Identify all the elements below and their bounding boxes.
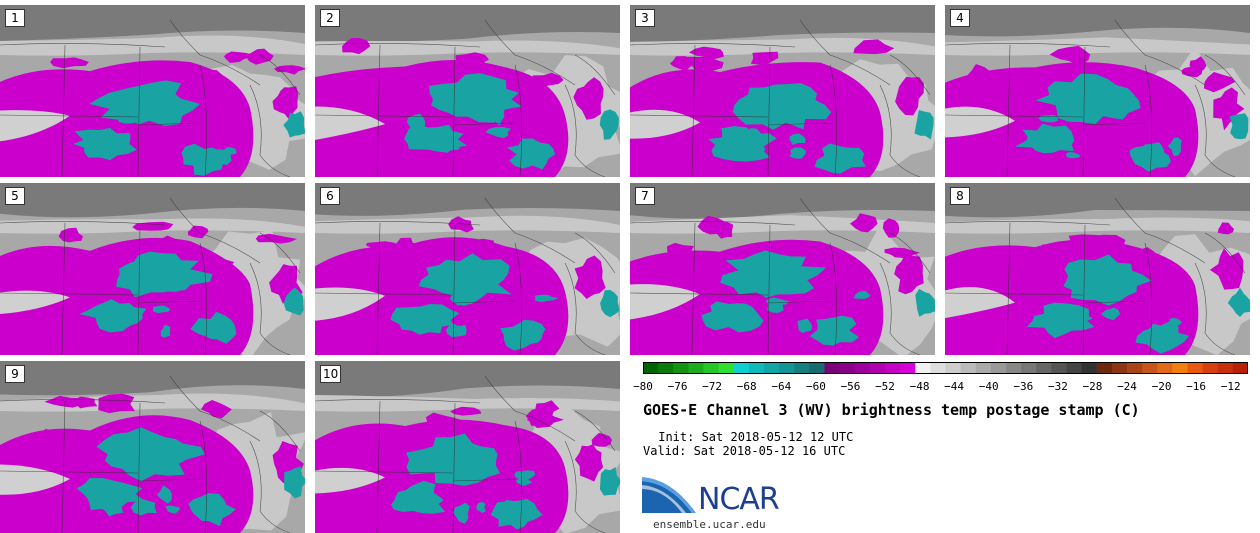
colorbar-bin <box>1157 362 1173 374</box>
colorbar-bin <box>854 362 871 374</box>
colorbar-bin <box>1021 362 1037 374</box>
colorbar-bin <box>643 362 659 374</box>
satellite-map <box>945 183 1250 355</box>
panel-number: 5 <box>5 187 25 205</box>
colorbar-bin <box>900 362 916 374</box>
colorbar-bin <box>824 362 841 374</box>
colorbar-tick-label: −76 <box>668 380 688 393</box>
colorbar-bin <box>688 362 705 374</box>
colorbar-bin <box>764 362 780 374</box>
colorbar-bin <box>794 362 810 374</box>
panel-number: 3 <box>635 9 655 27</box>
panel-7: 7 <box>630 183 935 355</box>
colorbar-bin <box>1172 362 1189 374</box>
site-url: ensemble.ucar.edu <box>653 518 766 531</box>
colorbar-tick-label: −72 <box>702 380 722 393</box>
colorbar-bin <box>718 362 735 374</box>
colorbar-ticks: −80 −76 −72 −68 −64 −60 −56 −52 −48 −44 −40 −36 −32 −… <box>633 380 1241 393</box>
satellite-map <box>0 183 305 355</box>
colorbar-tick-label: −44 <box>944 380 964 393</box>
logo-text: NCAR <box>698 482 780 517</box>
colorbar-bin <box>1232 362 1248 374</box>
colorbar-bin <box>1187 362 1204 374</box>
panel-8: 8 <box>945 183 1250 355</box>
colorbar-bin <box>1036 362 1052 374</box>
satellite-map <box>315 361 620 533</box>
figure-title: GOES-E Channel 3 (WV) brightness temp po… <box>643 401 1140 419</box>
colorbar-tick-label: −64 <box>771 380 791 393</box>
colorbar-bin <box>1217 362 1234 374</box>
colorbar-bin <box>1202 362 1219 374</box>
panel-10: 10 <box>315 361 620 533</box>
colorbar-tick-label: −80 <box>633 380 653 393</box>
colorbar-tick-label: −32 <box>1048 380 1068 393</box>
satellite-map <box>0 361 305 533</box>
panel-1: 1 <box>0 5 305 177</box>
colorbar-tick-label: −24 <box>1117 380 1137 393</box>
colorbar-tick-label: −68 <box>737 380 757 393</box>
panel-4: 4 <box>945 5 1250 177</box>
colorbar-bin <box>809 362 826 374</box>
colorbar-bin <box>748 362 765 374</box>
colorbar-tick-label: −40 <box>979 380 999 393</box>
panel-number: 9 <box>5 365 25 383</box>
panel-3: 3 <box>630 5 935 177</box>
colorbar-tick-label: −20 <box>1152 380 1172 393</box>
colorbar-tick-label: −52 <box>875 380 895 393</box>
colorbar <box>643 362 1248 374</box>
satellite-map <box>315 5 620 177</box>
colorbar-tick-label: −36 <box>1013 380 1033 393</box>
panel-number: 10 <box>320 365 342 383</box>
colorbar-bin <box>960 362 977 374</box>
colorbar-bin <box>1051 362 1068 374</box>
init-time: Init: Sat 2018-05-12 12 UTC <box>651 430 854 444</box>
colorbar-bin <box>885 362 901 374</box>
colorbar-tick-label: −56 <box>840 380 860 393</box>
colorbar-bin <box>733 362 750 374</box>
colorbar-bin <box>990 362 1007 374</box>
colorbar-bin <box>658 362 674 374</box>
satellite-map <box>315 183 620 355</box>
colorbar-tick-label: −12 <box>1221 380 1241 393</box>
panel-6: 6 <box>315 183 620 355</box>
colorbar-tick-label: −28 <box>1082 380 1102 393</box>
colorbar-bin <box>1142 362 1158 374</box>
satellite-map <box>0 5 305 177</box>
panel-number: 2 <box>320 9 340 27</box>
colorbar-tick-label: −48 <box>910 380 930 393</box>
colorbar-bin <box>869 362 886 374</box>
colorbar-tick-label: −60 <box>806 380 826 393</box>
colorbar-bin <box>1127 362 1143 374</box>
panel-5: 5 <box>0 183 305 355</box>
colorbar-bin <box>1066 362 1083 374</box>
colorbar-bin <box>975 362 992 374</box>
colorbar-bin <box>1006 362 1022 374</box>
colorbar-bin <box>703 362 720 374</box>
panel-number: 7 <box>635 187 655 205</box>
colorbar-bin <box>1096 362 1113 374</box>
satellite-map <box>630 5 935 177</box>
ncar-logo-icon <box>642 477 696 513</box>
valid-time: Valid: Sat 2018-05-12 16 UTC <box>643 444 846 458</box>
colorbar-bin <box>945 362 962 374</box>
colorbar-bin <box>779 362 795 374</box>
colorbar-bin <box>930 362 947 374</box>
satellite-map <box>945 5 1250 177</box>
panel-number: 1 <box>5 9 25 27</box>
colorbar-bin <box>673 362 689 374</box>
panel-9: 9 <box>0 361 305 533</box>
colorbar-tick-label: −16 <box>1186 380 1206 393</box>
colorbar-bin <box>1081 362 1098 374</box>
panel-2: 2 <box>315 5 620 177</box>
satellite-map <box>630 183 935 355</box>
colorbar-bin <box>1111 362 1128 374</box>
panel-number: 4 <box>950 9 970 27</box>
panel-number: 8 <box>950 187 970 205</box>
colorbar-bin <box>839 362 856 374</box>
colorbar-bin <box>915 362 931 374</box>
panel-number: 6 <box>320 187 340 205</box>
